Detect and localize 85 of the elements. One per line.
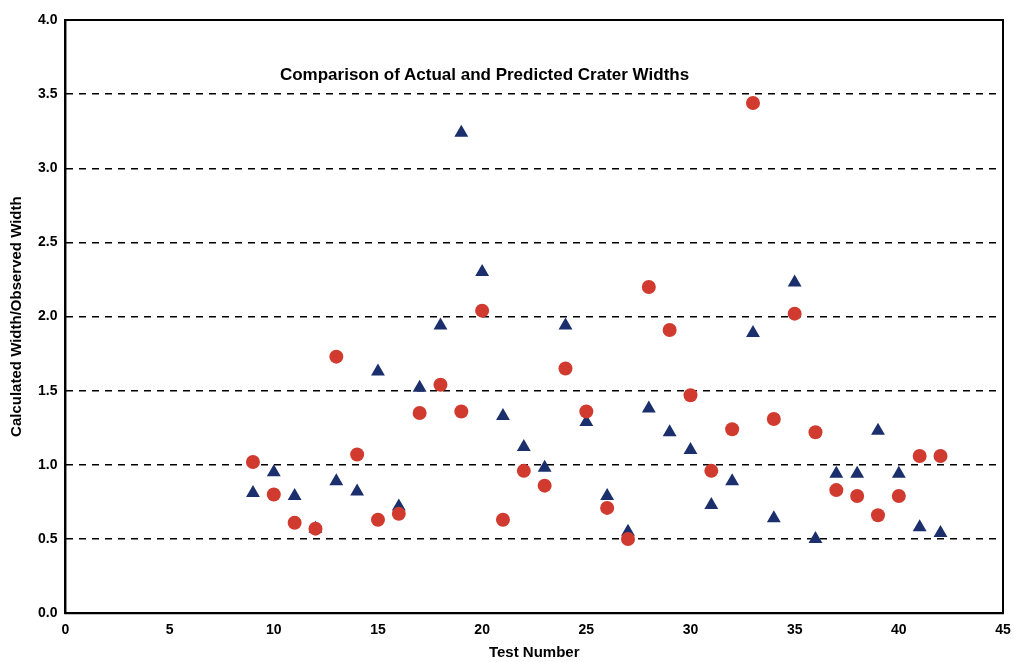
point bbox=[537, 478, 552, 493]
point bbox=[912, 519, 927, 532]
x-tick-label: 45 bbox=[995, 621, 1011, 638]
point bbox=[558, 317, 573, 330]
point bbox=[266, 464, 281, 477]
x-tick-label: 20 bbox=[474, 621, 491, 638]
point bbox=[933, 525, 948, 538]
point bbox=[891, 465, 906, 478]
point bbox=[329, 473, 344, 486]
point bbox=[683, 442, 698, 455]
point bbox=[808, 531, 823, 544]
point bbox=[287, 515, 302, 530]
point bbox=[537, 459, 552, 472]
x-tick-label: 40 bbox=[891, 621, 907, 638]
point bbox=[933, 449, 948, 463]
x-tick-label: 35 bbox=[786, 621, 803, 638]
point bbox=[370, 512, 385, 527]
point bbox=[912, 449, 927, 463]
point bbox=[350, 483, 365, 496]
x-tick-label: 30 bbox=[682, 621, 699, 638]
point bbox=[829, 483, 844, 498]
point bbox=[766, 411, 781, 426]
point bbox=[495, 512, 510, 527]
point bbox=[558, 361, 573, 376]
point bbox=[829, 465, 844, 478]
point bbox=[745, 96, 760, 111]
point bbox=[662, 424, 677, 437]
point bbox=[287, 488, 302, 501]
x-tick-label: 0 bbox=[61, 621, 70, 638]
y-tick-label: 2.5 bbox=[37, 233, 58, 250]
y-tick-label: 0.5 bbox=[37, 529, 58, 546]
point bbox=[683, 388, 698, 403]
point bbox=[600, 488, 615, 501]
x-tick-label: 25 bbox=[578, 621, 595, 638]
point bbox=[725, 473, 740, 486]
x-tick-label: 15 bbox=[370, 621, 386, 638]
y-tick-label: 0.0 bbox=[37, 604, 58, 621]
point bbox=[808, 425, 823, 440]
point bbox=[433, 317, 448, 330]
y-tick-label: 3.5 bbox=[37, 85, 58, 102]
y-tick-label: 4.0 bbox=[37, 10, 58, 27]
y-tick-label: 3.0 bbox=[37, 159, 58, 176]
x-axis-title: Test Number bbox=[488, 643, 580, 661]
point bbox=[391, 506, 406, 521]
text: Comparison of Actual and Predicted Crater Widths bbox=[279, 64, 690, 84]
point bbox=[620, 532, 635, 547]
y-tick-label: 1.0 bbox=[37, 455, 58, 472]
point bbox=[454, 124, 469, 137]
y-axis-title: Calculated Width/Observed Width bbox=[7, 196, 25, 437]
point bbox=[787, 306, 802, 321]
x-tick-label: 5 bbox=[165, 621, 174, 638]
point bbox=[641, 400, 656, 413]
point bbox=[412, 406, 427, 420]
point bbox=[787, 274, 802, 287]
point bbox=[850, 465, 865, 478]
point bbox=[600, 500, 615, 515]
x-tick-label: 10 bbox=[266, 621, 282, 638]
point bbox=[454, 404, 469, 419]
point bbox=[725, 422, 740, 437]
point bbox=[475, 303, 490, 318]
point bbox=[412, 379, 427, 392]
point bbox=[746, 324, 760, 337]
point bbox=[350, 447, 365, 462]
point bbox=[329, 349, 344, 364]
y-tick-label: 1.5 bbox=[37, 381, 58, 398]
point bbox=[433, 377, 448, 392]
point bbox=[516, 463, 531, 478]
point bbox=[246, 485, 260, 498]
point bbox=[641, 279, 656, 294]
point bbox=[496, 407, 510, 420]
point bbox=[475, 264, 490, 277]
point bbox=[579, 404, 594, 419]
point bbox=[266, 487, 281, 502]
point bbox=[871, 508, 885, 523]
point bbox=[766, 510, 781, 523]
point bbox=[704, 463, 719, 478]
point bbox=[516, 439, 531, 452]
point bbox=[850, 489, 865, 504]
point bbox=[891, 489, 906, 504]
y-tick-label: 2.0 bbox=[37, 307, 58, 324]
point bbox=[871, 422, 885, 435]
point bbox=[662, 322, 677, 337]
point bbox=[371, 363, 385, 376]
point bbox=[704, 496, 719, 509]
point bbox=[245, 454, 260, 469]
